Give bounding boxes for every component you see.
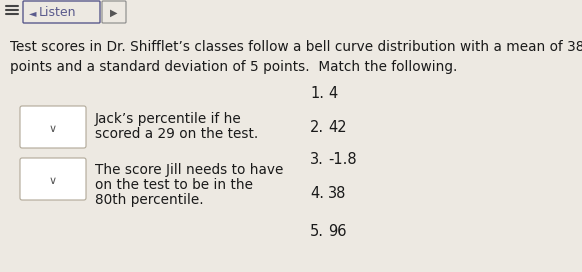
Text: -1.8: -1.8 <box>328 153 357 168</box>
Text: ◄: ◄ <box>29 8 37 18</box>
Text: scored a 29 on the test.: scored a 29 on the test. <box>95 127 258 141</box>
Text: ∨: ∨ <box>49 124 57 134</box>
Text: 96: 96 <box>328 224 346 240</box>
Text: Listen: Listen <box>39 7 76 20</box>
Text: 4: 4 <box>328 85 337 100</box>
Text: The score Jill needs to have: The score Jill needs to have <box>95 163 283 177</box>
Text: Jack’s percentile if he: Jack’s percentile if he <box>95 112 242 126</box>
Text: points and a standard deviation of 5 points.  Match the following.: points and a standard deviation of 5 poi… <box>10 60 457 74</box>
Text: 80th percentile.: 80th percentile. <box>95 193 204 207</box>
Text: 3.: 3. <box>310 153 324 168</box>
Text: 5.: 5. <box>310 224 324 240</box>
Text: 2.: 2. <box>310 120 324 135</box>
FancyBboxPatch shape <box>20 106 86 148</box>
Text: ∨: ∨ <box>49 176 57 186</box>
Text: on the test to be in the: on the test to be in the <box>95 178 253 192</box>
FancyBboxPatch shape <box>20 158 86 200</box>
Text: 4.: 4. <box>310 187 324 202</box>
Text: 1.: 1. <box>310 85 324 100</box>
Text: 38: 38 <box>328 187 346 202</box>
FancyBboxPatch shape <box>102 1 126 23</box>
FancyBboxPatch shape <box>23 1 100 23</box>
Text: ▶: ▶ <box>110 8 118 18</box>
Text: Test scores in Dr. Shifflet’s classes follow a bell curve distribution with a me: Test scores in Dr. Shifflet’s classes fo… <box>10 40 582 54</box>
Text: 42: 42 <box>328 120 347 135</box>
